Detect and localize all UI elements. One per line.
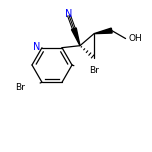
Polygon shape xyxy=(94,28,112,34)
Text: N: N xyxy=(65,9,72,19)
Polygon shape xyxy=(71,28,80,46)
Text: Br: Br xyxy=(89,66,99,75)
Text: Br: Br xyxy=(15,83,25,92)
Text: OH: OH xyxy=(129,34,142,43)
Text: N: N xyxy=(33,42,40,52)
